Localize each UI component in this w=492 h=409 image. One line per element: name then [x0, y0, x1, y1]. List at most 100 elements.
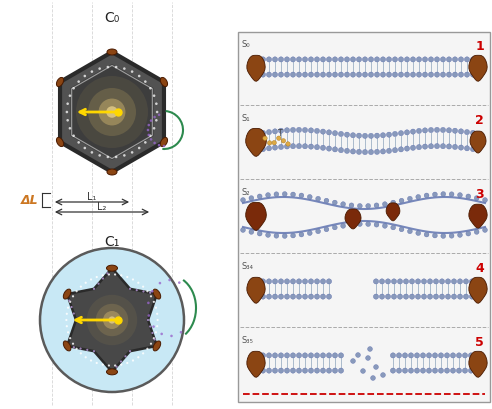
- Circle shape: [73, 312, 75, 315]
- Circle shape: [155, 102, 157, 105]
- Circle shape: [90, 360, 92, 362]
- Circle shape: [120, 360, 122, 363]
- Circle shape: [278, 128, 283, 133]
- Circle shape: [85, 282, 87, 284]
- Circle shape: [470, 130, 476, 135]
- Ellipse shape: [107, 169, 117, 175]
- Circle shape: [338, 72, 343, 77]
- Circle shape: [156, 319, 159, 321]
- Text: S₃₅: S₃₅: [242, 336, 254, 345]
- Circle shape: [156, 293, 158, 295]
- Circle shape: [260, 279, 266, 284]
- Text: S₁: S₁: [242, 114, 250, 123]
- Circle shape: [80, 285, 82, 288]
- Circle shape: [147, 301, 150, 304]
- Circle shape: [149, 292, 151, 294]
- Circle shape: [260, 146, 266, 152]
- Circle shape: [391, 225, 396, 230]
- Circle shape: [40, 248, 184, 392]
- Text: 1: 1: [475, 40, 484, 53]
- Circle shape: [390, 353, 396, 358]
- Circle shape: [129, 288, 131, 290]
- Text: C₀: C₀: [104, 11, 120, 25]
- Circle shape: [150, 343, 152, 345]
- Circle shape: [249, 229, 254, 234]
- Circle shape: [344, 72, 350, 77]
- Circle shape: [438, 353, 444, 358]
- Circle shape: [399, 57, 403, 62]
- Circle shape: [284, 353, 290, 358]
- Circle shape: [260, 57, 266, 62]
- Circle shape: [108, 364, 110, 366]
- Circle shape: [241, 198, 246, 202]
- Circle shape: [114, 364, 116, 366]
- Circle shape: [296, 57, 302, 62]
- Circle shape: [260, 72, 266, 77]
- Circle shape: [150, 138, 153, 141]
- Circle shape: [308, 294, 313, 299]
- Circle shape: [445, 279, 451, 284]
- Circle shape: [314, 368, 320, 373]
- Circle shape: [296, 279, 302, 284]
- Circle shape: [146, 290, 149, 292]
- Circle shape: [152, 325, 155, 328]
- Circle shape: [296, 144, 302, 149]
- Circle shape: [66, 313, 68, 315]
- Circle shape: [314, 353, 320, 358]
- Circle shape: [397, 368, 401, 373]
- Circle shape: [73, 346, 75, 348]
- Circle shape: [404, 146, 410, 151]
- Circle shape: [398, 294, 402, 299]
- Circle shape: [98, 67, 101, 70]
- Circle shape: [338, 131, 343, 137]
- Circle shape: [382, 223, 387, 228]
- Circle shape: [277, 136, 281, 140]
- Circle shape: [457, 368, 461, 373]
- Circle shape: [379, 294, 385, 299]
- Circle shape: [410, 57, 416, 62]
- Circle shape: [416, 231, 421, 236]
- Circle shape: [474, 196, 479, 200]
- Circle shape: [462, 353, 467, 358]
- Circle shape: [474, 229, 479, 234]
- Circle shape: [274, 234, 279, 238]
- Circle shape: [66, 325, 68, 327]
- Circle shape: [148, 124, 150, 126]
- Circle shape: [72, 87, 75, 90]
- Circle shape: [120, 364, 123, 366]
- Ellipse shape: [107, 49, 117, 55]
- Circle shape: [407, 229, 412, 234]
- Circle shape: [291, 192, 296, 197]
- Polygon shape: [246, 202, 266, 230]
- Circle shape: [470, 146, 476, 152]
- Circle shape: [273, 368, 277, 373]
- Ellipse shape: [63, 341, 71, 351]
- Circle shape: [290, 144, 296, 149]
- Circle shape: [102, 277, 104, 280]
- Circle shape: [102, 274, 104, 276]
- Circle shape: [464, 72, 469, 77]
- Circle shape: [399, 72, 403, 77]
- Circle shape: [249, 196, 254, 200]
- Circle shape: [303, 353, 308, 358]
- Circle shape: [434, 144, 439, 149]
- Circle shape: [148, 134, 150, 136]
- Circle shape: [326, 146, 332, 151]
- Circle shape: [470, 57, 476, 62]
- Circle shape: [170, 335, 173, 337]
- Text: 3: 3: [475, 188, 484, 201]
- Circle shape: [138, 75, 141, 77]
- Circle shape: [303, 368, 308, 373]
- Text: 5: 5: [475, 336, 484, 349]
- Circle shape: [308, 57, 313, 62]
- Ellipse shape: [106, 369, 118, 375]
- Circle shape: [266, 57, 272, 62]
- Circle shape: [278, 144, 283, 150]
- Circle shape: [324, 198, 329, 203]
- Circle shape: [373, 294, 379, 299]
- Text: 4: 4: [475, 262, 484, 275]
- Circle shape: [129, 350, 131, 352]
- Circle shape: [363, 133, 368, 139]
- Circle shape: [446, 128, 452, 133]
- Circle shape: [432, 233, 437, 238]
